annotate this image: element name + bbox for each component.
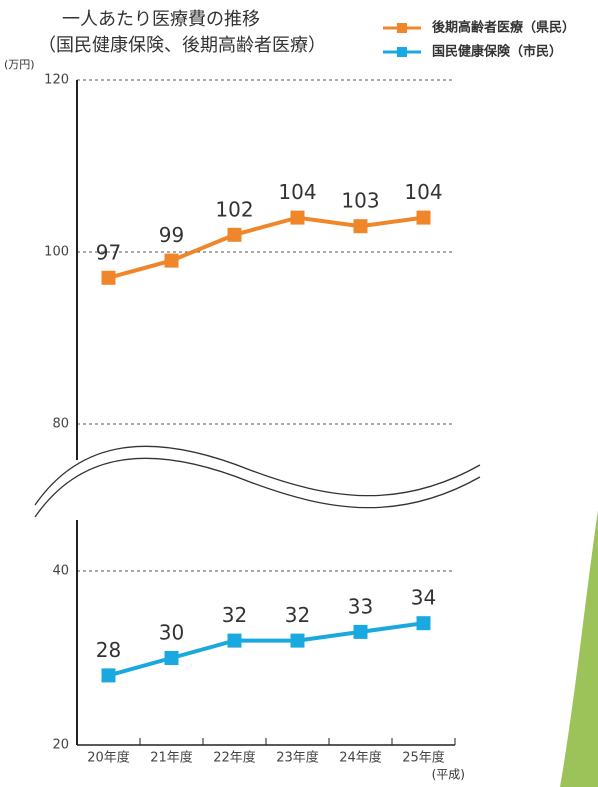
series-line: [109, 623, 424, 675]
data-label: 102: [215, 197, 253, 221]
series-line: [109, 218, 424, 278]
x-tick-label: 22年度: [213, 750, 256, 766]
legend-label: 後期高齢者医療（県民）: [432, 20, 575, 36]
data-label: 32: [285, 603, 310, 627]
axis-break-line: [35, 458, 480, 517]
data-point: [102, 668, 116, 682]
data-label: 103: [341, 189, 379, 213]
data-label: 97: [96, 240, 121, 264]
data-point: [228, 228, 242, 242]
data-label: 34: [411, 586, 436, 610]
data-point: [291, 211, 305, 225]
data-point: [228, 634, 242, 648]
y-tick-label: 120: [44, 73, 69, 88]
data-label: 99: [159, 223, 184, 247]
data-label: 28: [96, 638, 121, 662]
data-point: [417, 616, 431, 630]
x-tick-label: 21年度: [150, 750, 193, 766]
grid: [77, 80, 455, 745]
x-tick-label: 25年度: [402, 750, 445, 766]
legend-marker: [397, 47, 407, 57]
data-label: 104: [404, 180, 442, 204]
x-tick-label: 20年度: [87, 750, 130, 766]
y-tick-label: 100: [44, 245, 69, 260]
data-label: 33: [348, 594, 373, 618]
y-tick-label: 40: [52, 564, 69, 579]
x-axis-label: (平成): [432, 768, 465, 782]
data-label: 30: [159, 621, 184, 645]
legend-marker: [397, 23, 407, 33]
data-point: [354, 219, 368, 233]
data-point: [102, 271, 116, 285]
y-tick-label: 80: [52, 417, 69, 432]
legend-label: 国民健康保険（市民）: [432, 44, 562, 60]
x-tick-label: 23年度: [276, 750, 319, 766]
data-label: 104: [278, 180, 316, 204]
data-label: 32: [222, 603, 247, 627]
data-point: [165, 254, 179, 268]
chart: 一人あたり医療費の推移 （国民健康保険、後期高齢者医療） (万円) (平成) 2…: [0, 0, 598, 787]
chart-title: 一人あたり医療費の推移: [62, 9, 260, 30]
decoration: [560, 510, 598, 787]
data-point: [165, 651, 179, 665]
data-point: [354, 625, 368, 639]
chart-subtitle: （国民健康保険、後期高齢者医療）: [38, 35, 326, 56]
y-tick-label: 20: [52, 738, 69, 753]
x-tick-label: 24年度: [339, 750, 382, 766]
data-point: [291, 634, 305, 648]
axis-break-fill: [35, 446, 480, 517]
y-axis-label: (万円): [4, 58, 35, 71]
data-point: [417, 211, 431, 225]
